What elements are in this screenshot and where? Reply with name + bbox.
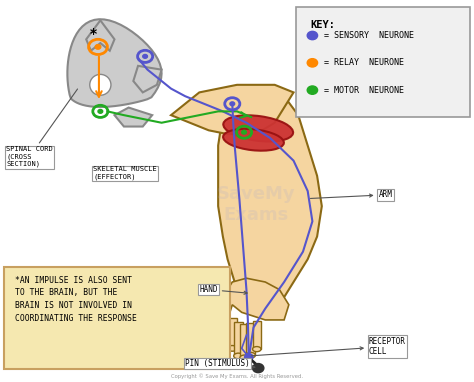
Ellipse shape [240, 355, 249, 361]
Text: Copyright © Save My Exams. All Rights Reserved.: Copyright © Save My Exams. All Rights Re… [171, 374, 303, 379]
Polygon shape [171, 85, 293, 134]
Text: = MOTOR  NEURONE: = MOTOR NEURONE [324, 86, 404, 95]
Text: PIN (STIMULUS): PIN (STIMULUS) [185, 359, 255, 368]
Text: *: * [90, 27, 97, 40]
Text: SaveMy
Exams: SaveMy Exams [217, 185, 295, 224]
Polygon shape [223, 278, 289, 320]
Polygon shape [115, 108, 152, 126]
Ellipse shape [90, 74, 111, 95]
Text: ARM: ARM [310, 190, 392, 199]
Text: = SENSORY  NEURONE: = SENSORY NEURONE [324, 31, 414, 40]
Polygon shape [253, 321, 261, 349]
Ellipse shape [228, 346, 237, 351]
Circle shape [98, 110, 103, 113]
Text: SPINAL CORD
(CROSS
SECTION): SPINAL CORD (CROSS SECTION) [6, 89, 78, 167]
FancyBboxPatch shape [4, 267, 230, 369]
Polygon shape [67, 19, 162, 107]
Polygon shape [228, 318, 237, 348]
Circle shape [143, 55, 147, 58]
Circle shape [253, 364, 264, 373]
Circle shape [307, 31, 318, 40]
Ellipse shape [223, 115, 293, 142]
Text: = RELAY  NEURONE: = RELAY NEURONE [324, 58, 404, 67]
Text: SKELETAL MUSCLE
(EFFECTOR): SKELETAL MUSCLE (EFFECTOR) [93, 166, 157, 180]
Circle shape [95, 45, 101, 49]
Ellipse shape [234, 353, 243, 359]
Polygon shape [86, 20, 115, 51]
Circle shape [245, 354, 253, 361]
Circle shape [230, 102, 235, 106]
Polygon shape [133, 66, 162, 92]
Text: HAND: HAND [199, 285, 247, 294]
Ellipse shape [253, 346, 261, 352]
Text: KEY:: KEY: [310, 19, 335, 29]
FancyBboxPatch shape [296, 7, 470, 117]
Circle shape [307, 86, 318, 94]
Polygon shape [240, 324, 249, 358]
Text: RECEPTOR
CELL: RECEPTOR CELL [252, 337, 406, 356]
Circle shape [242, 130, 246, 134]
Text: *AN IMPULSE IS ALSO SENT
TO THE BRAIN, BUT THE
BRAIN IS NOT INVOLVED IN
COORDINA: *AN IMPULSE IS ALSO SENT TO THE BRAIN, B… [15, 275, 137, 323]
Polygon shape [234, 322, 243, 356]
Polygon shape [246, 323, 255, 355]
Circle shape [307, 59, 318, 67]
Polygon shape [218, 96, 322, 312]
Ellipse shape [223, 129, 284, 151]
Ellipse shape [246, 352, 255, 358]
